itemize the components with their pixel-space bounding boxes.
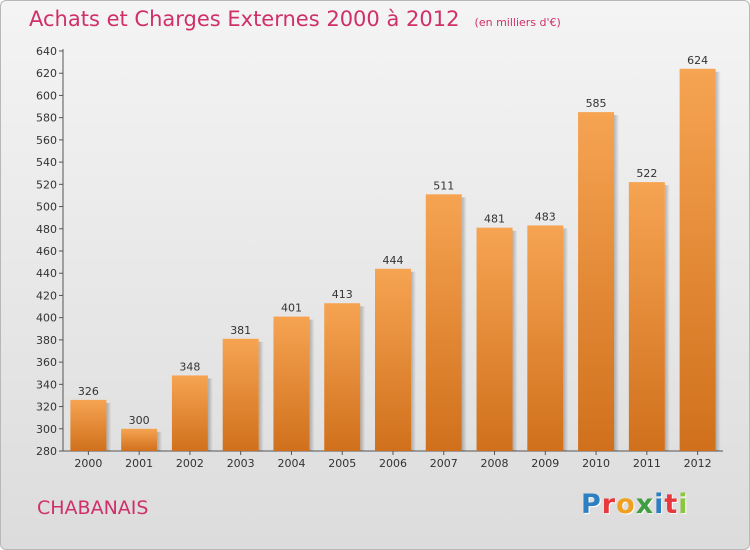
y-tick-label: 340 xyxy=(36,378,57,391)
logo-letter: o xyxy=(616,489,636,520)
y-tick-label: 520 xyxy=(36,178,57,191)
bar-shadow xyxy=(563,228,569,451)
x-tick-label: 2003 xyxy=(227,457,255,470)
logo-letter: r xyxy=(601,489,617,520)
data-label: 413 xyxy=(332,288,353,301)
y-tick-label: 580 xyxy=(36,112,57,125)
data-label: 381 xyxy=(230,324,251,337)
y-tick-label: 440 xyxy=(36,267,57,280)
town-name: CHABANAIS xyxy=(37,497,149,519)
bar-2005 xyxy=(324,303,361,451)
bar-shadow xyxy=(512,230,518,451)
data-label: 348 xyxy=(179,360,200,373)
data-label: 522 xyxy=(636,167,657,180)
data-label: 481 xyxy=(484,213,505,226)
bar-2000 xyxy=(70,399,107,451)
bar-2011 xyxy=(628,182,665,451)
bar-2010 xyxy=(578,112,615,451)
bar-2002 xyxy=(171,375,208,451)
data-label: 483 xyxy=(535,210,556,223)
y-tick-label: 640 xyxy=(36,45,57,58)
bar-shadow xyxy=(664,185,670,451)
data-labels: 326 300 348 381 401 413 444 511 481 483 585 522 624 xyxy=(78,54,708,427)
x-tick-label: 2004 xyxy=(277,457,305,470)
bar-shadow xyxy=(106,402,112,451)
bar-2007 xyxy=(425,194,462,452)
bar-2008 xyxy=(476,227,513,451)
x-tick-label: 2001 xyxy=(125,457,153,470)
x-tick-label: 2000 xyxy=(74,457,102,470)
logo-letter: i xyxy=(654,489,665,520)
x-tick-label: 2010 xyxy=(582,457,610,470)
x-tick-label: 2011 xyxy=(633,457,661,470)
x-tick-label: 2012 xyxy=(684,457,712,470)
data-label: 300 xyxy=(129,414,150,427)
bar-2006 xyxy=(375,268,411,451)
y-tick-label: 400 xyxy=(36,312,57,325)
title-block: Achats et Charges Externes 2000 à 2012 (… xyxy=(29,7,561,31)
y-tick-label: 460 xyxy=(36,245,57,258)
x-tick-label: 2007 xyxy=(430,457,458,470)
logo-letter: x xyxy=(635,489,655,520)
y-tick-label: 360 xyxy=(36,356,57,369)
data-label: 444 xyxy=(383,254,404,267)
y-tick-label: 540 xyxy=(36,156,57,169)
data-label: 401 xyxy=(281,302,302,315)
x-tick-label: 2005 xyxy=(328,457,356,470)
bar-2001 xyxy=(121,428,158,451)
axes: 280 300 320 340 360 380 400 420 440 460 480 500 520 5… xyxy=(36,45,723,470)
bar-2003 xyxy=(222,338,259,451)
data-label: 511 xyxy=(433,179,454,192)
x-tick-label: 2006 xyxy=(379,457,407,470)
bar-shadow xyxy=(461,197,467,451)
x-tick-label: 2009 xyxy=(531,457,559,470)
proxiti-logo: Proxiti xyxy=(581,489,689,520)
bar-2012 xyxy=(679,68,716,452)
bar-shadow xyxy=(715,71,721,452)
x-tick-label: 2008 xyxy=(481,457,509,470)
logo-letter: t xyxy=(664,489,679,520)
y-tick-label: 500 xyxy=(36,201,57,214)
bar-shadow xyxy=(614,115,620,451)
bars xyxy=(70,68,721,452)
y-tick-label: 620 xyxy=(36,67,57,80)
bar-2009 xyxy=(527,225,564,451)
y-tick-label: 480 xyxy=(36,223,57,236)
bar-shadow xyxy=(411,271,416,451)
logo-letter: P xyxy=(581,489,602,520)
chart-title: Achats et Charges Externes 2000 à 2012 xyxy=(29,7,460,31)
y-tick-label: 320 xyxy=(36,401,57,414)
y-tick-label: 280 xyxy=(36,445,57,458)
bar-2004 xyxy=(273,316,310,451)
data-label: 624 xyxy=(687,54,708,67)
y-tick-label: 420 xyxy=(36,289,57,302)
y-tick-label: 560 xyxy=(36,134,57,147)
chart-subtitle: (en milliers d'€) xyxy=(474,16,561,29)
x-tick-label: 2002 xyxy=(176,457,204,470)
bar-shadow xyxy=(207,378,213,451)
bar-shadow xyxy=(360,306,366,451)
data-label: 326 xyxy=(78,385,99,398)
y-tick-label: 600 xyxy=(36,89,57,102)
bar-shadow xyxy=(309,319,315,451)
bar-shadow xyxy=(258,341,264,451)
bar-shadow xyxy=(157,431,163,451)
data-label: 585 xyxy=(586,97,607,110)
y-tick-label: 380 xyxy=(36,334,57,347)
y-tick-label: 300 xyxy=(36,423,57,436)
logo-letter: i xyxy=(678,489,689,520)
